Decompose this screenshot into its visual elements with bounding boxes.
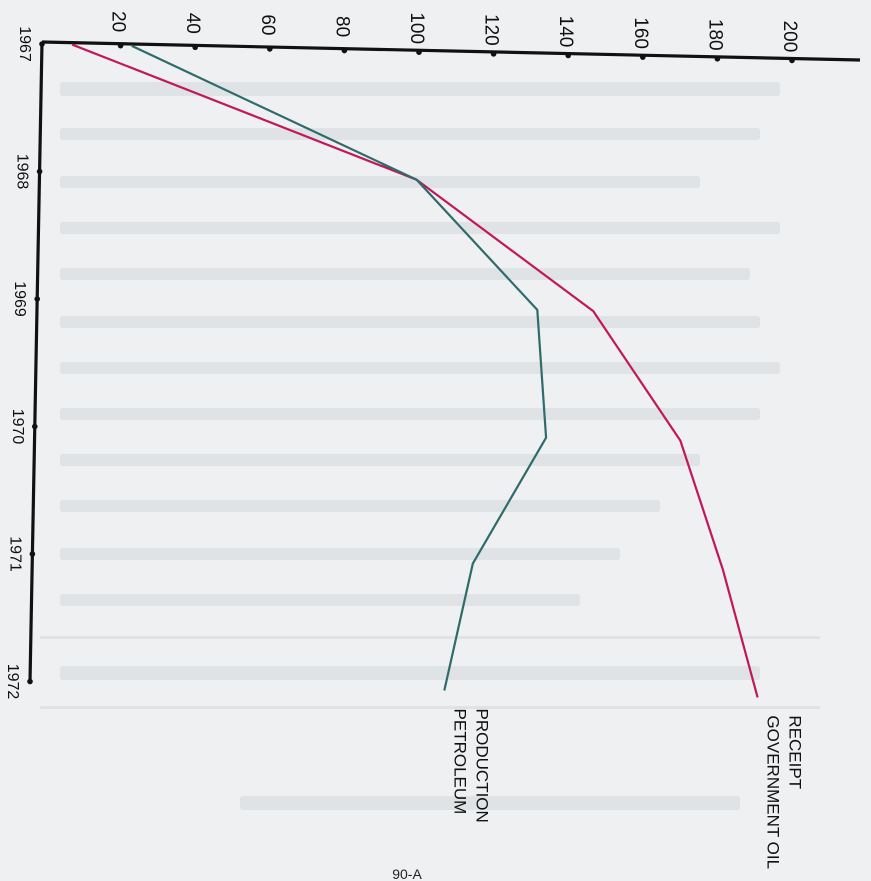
x-tick-label: 1968 [14,154,31,190]
series-label-line: RECEIPT [786,715,805,789]
y-tick-mark [267,46,273,52]
y-tick-mark [714,55,721,62]
x-tick-label: 1967 [16,26,33,62]
x-tick-mark [34,296,40,302]
series-line-government-oil-receipt [71,43,759,698]
y-tick-label: 20 [108,11,129,32]
y-axis-line [41,40,861,62]
series-line-petroleum-production [131,44,548,691]
y-tick-label: 100 [406,12,427,44]
series-label-government-oil-receipt: GOVERNMENT OIL RECEIPT [764,715,805,869]
y-tick-label: 180 [704,19,725,51]
x-tick-mark [39,41,45,47]
y-tick-label: 120 [481,14,502,46]
x-axis [28,41,44,683]
x-tick-label: 1969 [11,281,28,317]
y-tick-label: 200 [779,21,800,53]
y-tick-label: 160 [630,17,651,49]
y-tick-label: 80 [331,16,352,37]
x-tick-mark [29,551,36,557]
y-tick-label: 140 [555,16,576,48]
y-tick-group: 20 40 60 80 100 120 140 160 180 200 [108,11,800,64]
x-tick-label: 1971 [6,536,23,572]
x-axis-line [28,41,44,683]
x-tick-label: 1972 [4,664,21,700]
series-label-group: GOVERNMENT OIL RECEIPT PETROLEUM PRODUCTION [450,709,804,870]
y-tick-mark [490,51,497,57]
x-tick-mark [27,678,33,685]
x-tick-mark [32,423,38,430]
y-tick-mark [640,54,646,60]
y-tick-mark [416,49,422,56]
y-tick-mark [192,44,198,51]
bleed-through-background [40,82,820,810]
y-tick-mark [565,52,571,59]
series-label-line: PETROLEUM [450,709,469,815]
series-label-line: GOVERNMENT OIL [764,715,783,869]
y-tick-label: 60 [257,14,278,35]
y-tick-label: 40 [182,13,203,34]
y-tick-mark [117,42,124,49]
y-axis [41,40,861,62]
series-label-petroleum-production: PETROLEUM PRODUCTION [450,709,491,823]
page-number: 90-A [392,866,422,881]
x-tick-group: 1967 1968 1969 1970 1971 1972 [4,26,45,699]
y-tick-mark [789,57,795,64]
series-label-line: PRODUCTION [472,709,491,823]
y-tick-mark [341,47,348,54]
x-tick-label: 1970 [9,409,26,445]
x-tick-mark [36,168,43,175]
series-group [71,43,759,698]
